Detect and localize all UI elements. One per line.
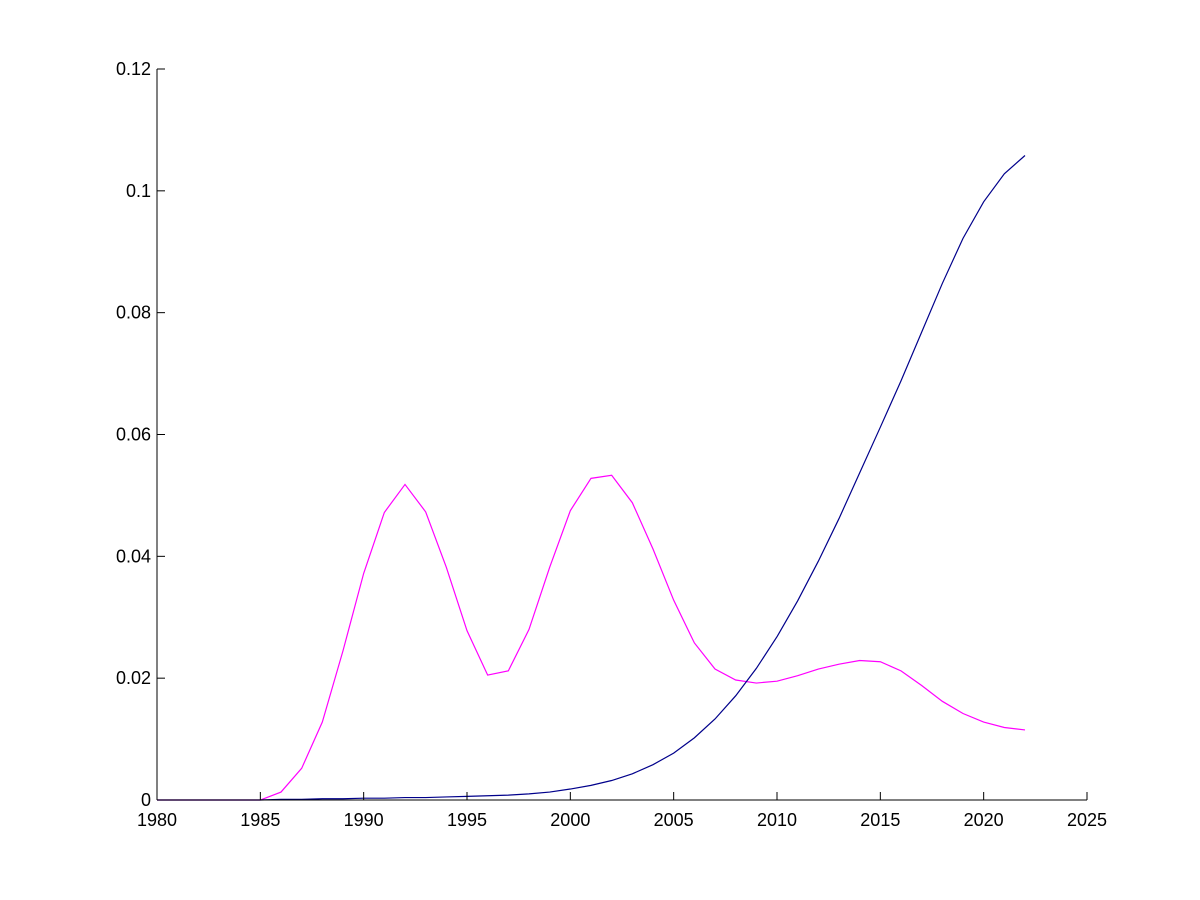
y-tick-label: 0.1 [126, 181, 151, 201]
x-tick-label: 2005 [654, 810, 694, 830]
x-tick-label: 1980 [137, 810, 177, 830]
x-tick-label: 2025 [1067, 810, 1107, 830]
axes-layer: 1980 1985 1990 1995 2000 2005 2010 2015 2020 2025… [116, 59, 1107, 830]
y-tick-label: 0.04 [116, 546, 151, 566]
x-tick-label: 1995 [447, 810, 487, 830]
series-line-2 [157, 155, 1026, 801]
y-tick-label: 0.08 [116, 303, 151, 323]
series-line-1 [157, 474, 1026, 801]
series-layer [157, 155, 1026, 801]
x-tick-label: 1985 [240, 810, 280, 830]
y-tick-label: 0 [141, 790, 151, 810]
y-tick-label: 0.06 [116, 425, 151, 445]
x-tick-label: 2010 [757, 810, 797, 830]
x-tick-label: 1990 [344, 810, 384, 830]
y-tick-label: 0.02 [116, 668, 151, 688]
y-tick-label: 0.12 [116, 59, 151, 79]
x-tick-label: 2000 [550, 810, 590, 830]
x-tick-label: 2015 [860, 810, 900, 830]
x-tick-label: 2020 [964, 810, 1004, 830]
